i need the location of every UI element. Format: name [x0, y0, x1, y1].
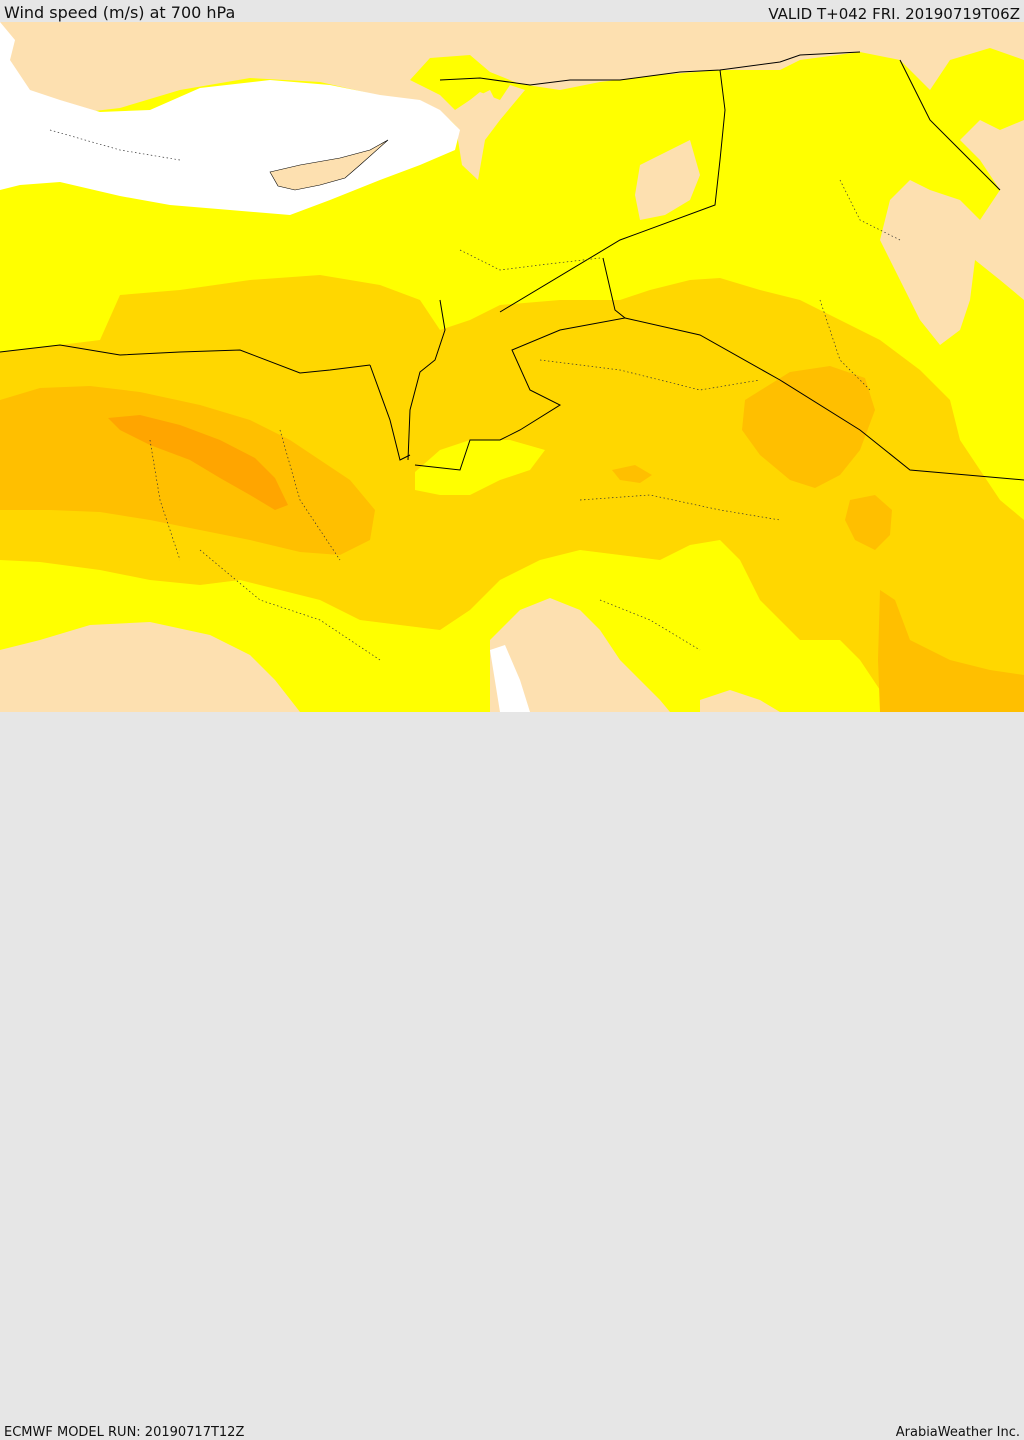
map-title: Wind speed (m/s) at 700 hPa	[4, 3, 236, 22]
header-bar: Wind speed (m/s) at 700 hPa VALID T+042 …	[0, 0, 1024, 23]
footer-bar: ECMWF MODEL RUN: 20190717T12Z ArabiaWeat…	[0, 712, 1024, 1440]
band-lt5-south2	[700, 690, 780, 712]
band-15-20-blob2	[612, 465, 652, 483]
band-10-15	[0, 275, 1024, 712]
band-15-20-blob1	[845, 495, 892, 550]
band-lt5-levant	[455, 85, 525, 180]
band-5-10-jordan	[415, 440, 545, 495]
band-lt5-syria	[635, 140, 700, 220]
band-15-20-east	[742, 366, 875, 488]
band-15-20-south	[878, 590, 1024, 712]
band-15-20-west	[0, 386, 375, 555]
cyprus	[269, 139, 389, 191]
band-20-25	[108, 415, 288, 510]
red-sea	[490, 645, 530, 712]
country-borders	[0, 51, 1024, 481]
band-lt5-east	[880, 120, 1024, 345]
credit-label: ArabiaWeather Inc.	[895, 1425, 1020, 1440]
band-lt5-north	[0, 22, 1024, 140]
province-borders	[49, 129, 901, 661]
wind-speed-map	[0, 22, 1024, 712]
valid-time: VALID T+042 FRI. 20190719T06Z	[768, 5, 1020, 23]
model-run: ECMWF MODEL RUN: 20190717T12Z	[4, 1425, 245, 1440]
band-lt5-south	[490, 598, 670, 712]
band-lt5-southwest	[0, 622, 300, 712]
